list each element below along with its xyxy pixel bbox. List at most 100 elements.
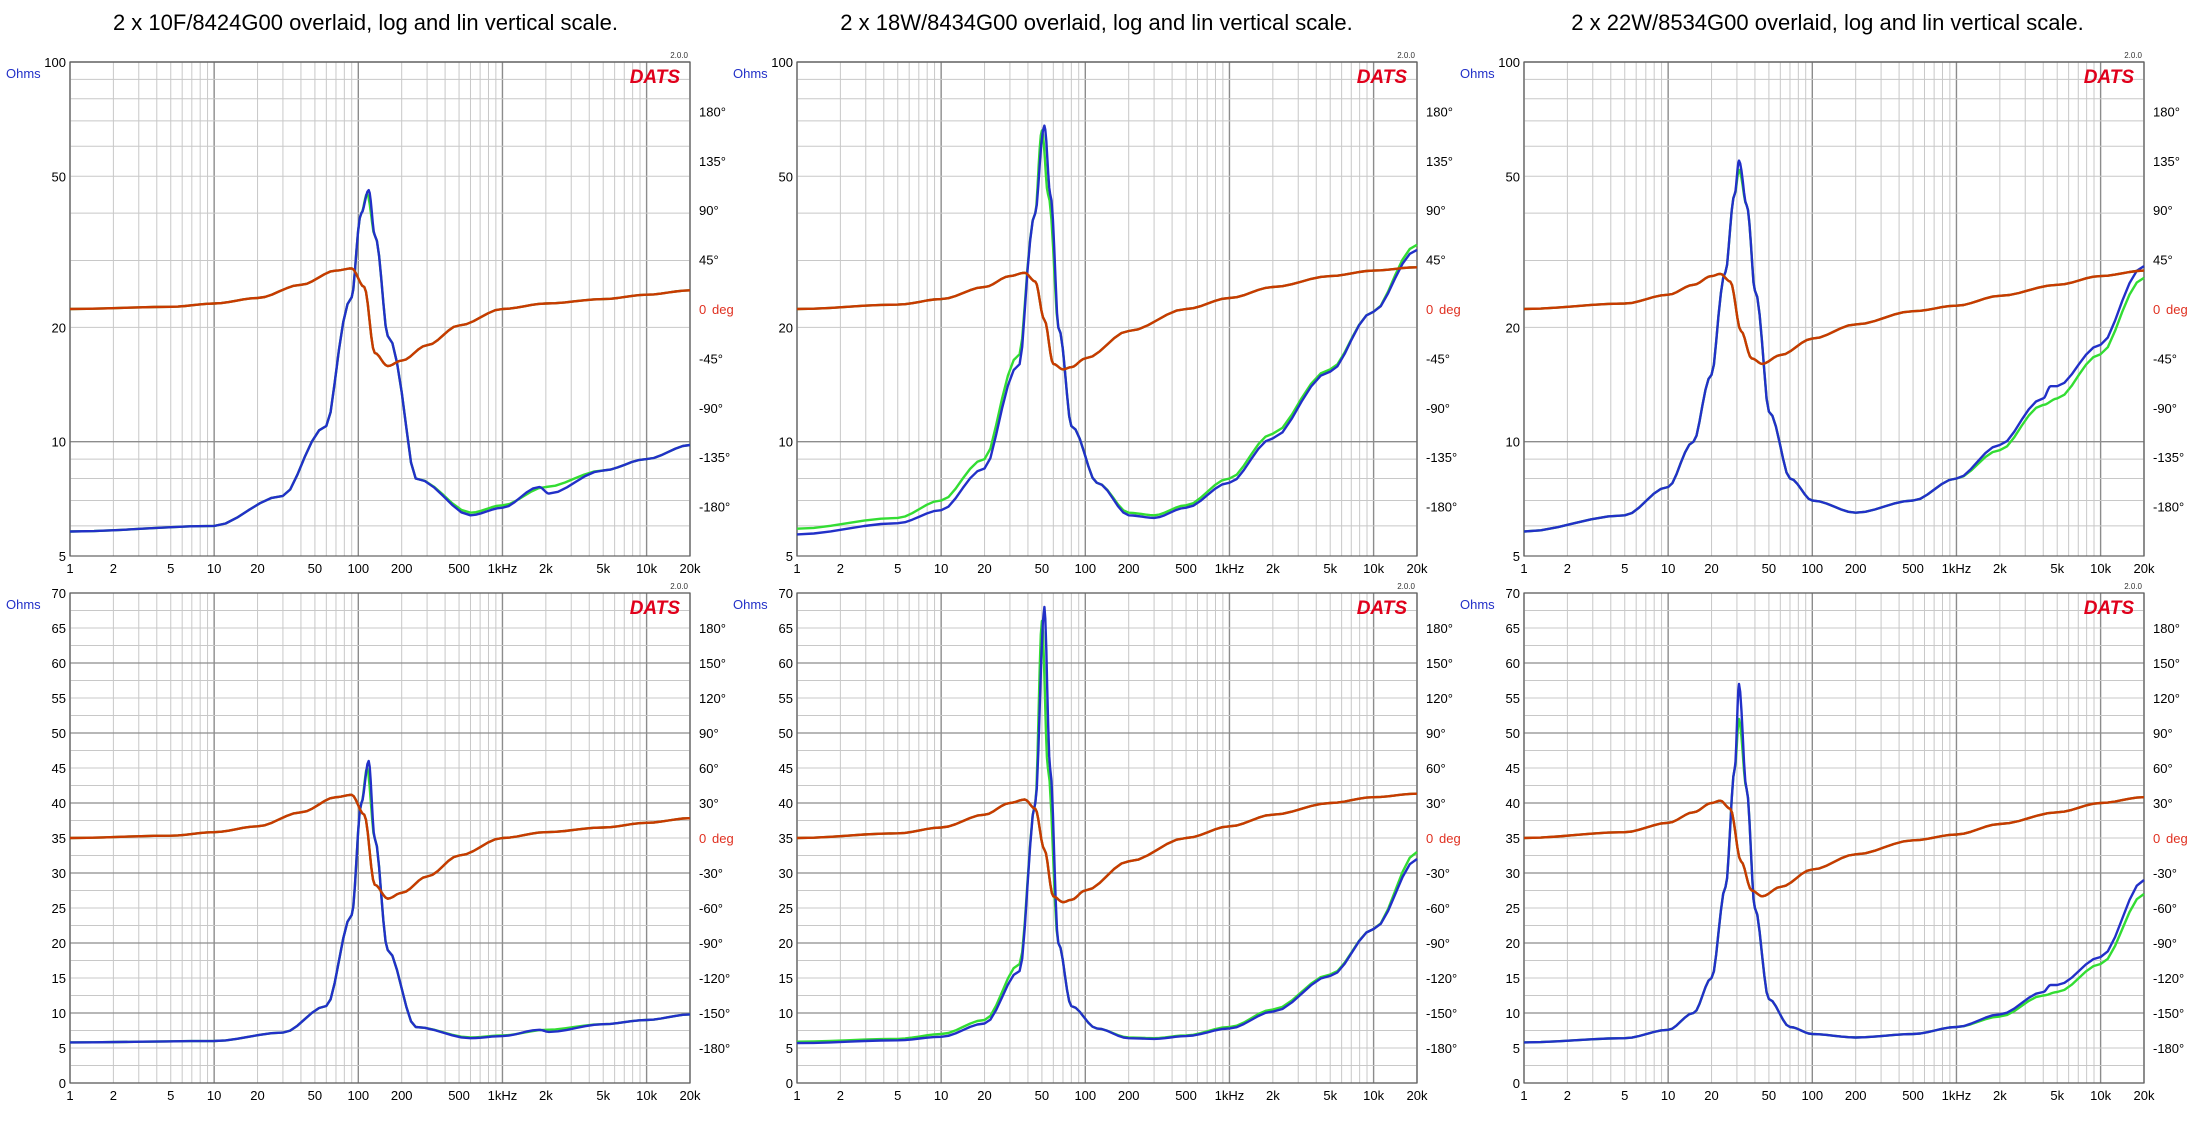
- y-tick-label: 0: [1513, 1076, 1520, 1091]
- y-tick-label: 15: [52, 971, 66, 986]
- dats-logo: DATS: [630, 598, 681, 619]
- impedance-curve: [69, 188, 691, 533]
- x-tick-label: 100: [347, 1088, 369, 1103]
- deg-unit-label: deg: [1439, 302, 1461, 317]
- chart-title-1: 2 x 10F/8424G00 overlaid, log and lin ve…: [112, 10, 619, 35]
- y-tick-label: 55: [52, 691, 66, 706]
- y-tick-label: 50: [779, 169, 793, 184]
- x-tick-label: 2k: [539, 1088, 553, 1103]
- x-tick-label: 200: [1118, 1088, 1140, 1103]
- y-tick-label: 70: [779, 586, 793, 601]
- y-tick-label: 50: [52, 726, 66, 741]
- y2-tick-label: 30°: [1426, 796, 1446, 811]
- version-label: 2.0.0: [2124, 51, 2142, 60]
- y-tick-label: 60: [1506, 656, 1520, 671]
- y-tick-label: 40: [779, 796, 793, 811]
- y-tick-label: 5: [1513, 1041, 1520, 1056]
- y2-tick-label: 0: [2153, 302, 2160, 317]
- x-tick-label: 20: [1704, 1088, 1718, 1103]
- y2-tick-label: -90°: [699, 401, 723, 416]
- y2-tick-label: 90°: [2153, 726, 2173, 741]
- y2-tick-label: 180°: [1426, 621, 1453, 636]
- deg-unit-label: deg: [712, 302, 734, 317]
- x-tick-label: 10k: [636, 1088, 657, 1103]
- y2-tick-label: -30°: [699, 866, 723, 881]
- x-tick-label: 20: [977, 561, 991, 576]
- chart-panel-1-lin: 1 2 5 10 20 50 100 200 500 1kHz 2k 5k 10k 20k70656055…: [6, 582, 734, 1103]
- x-tick-label: 5k: [1323, 1088, 1337, 1103]
- dats-logo: DATS: [2084, 598, 2135, 619]
- y-tick-label: 50: [1506, 169, 1520, 184]
- y-tick-label: 30: [1506, 866, 1520, 881]
- x-tick-label: 2: [1564, 1088, 1571, 1103]
- x-tick-label: 500: [448, 561, 470, 576]
- x-tick-label: 1kHz: [1215, 1088, 1245, 1103]
- x-tick-label: 20: [250, 561, 264, 576]
- x-tick-label: 5k: [2050, 561, 2064, 576]
- phase-curve: [796, 266, 1418, 371]
- y2-tick-label: -45°: [2153, 351, 2177, 366]
- phase-curve: [69, 793, 691, 900]
- ohms-unit-label: Ohms: [733, 597, 768, 612]
- y-tick-label: 10: [1506, 435, 1520, 450]
- x-tick-label: 50: [308, 1088, 322, 1103]
- phase-curve: [796, 266, 1418, 371]
- x-tick-label: 50: [1035, 561, 1049, 576]
- x-tick-label: 10: [1661, 1088, 1675, 1103]
- y-tick-label: 50: [52, 169, 66, 184]
- y2-tick-label: -90°: [1426, 401, 1450, 416]
- x-tick-label: 5k: [596, 561, 610, 576]
- x-tick-label: 5: [1621, 561, 1628, 576]
- y2-tick-label: 60°: [699, 761, 719, 776]
- x-tick-label: 5k: [1323, 561, 1337, 576]
- chart-panel-1-log: 1 2 5 10 20 50 100 200 500 1kHz 2k 5k 10k 20k10050201…: [6, 51, 734, 576]
- y2-tick-label: -120°: [699, 971, 730, 986]
- x-tick-label: 5: [894, 1088, 901, 1103]
- x-tick-label: 10: [207, 561, 221, 576]
- y2-tick-label: -180°: [699, 1041, 730, 1056]
- x-tick-label: 1kHz: [488, 1088, 518, 1103]
- x-tick-label: 5k: [2050, 1088, 2064, 1103]
- x-tick-label: 10: [1661, 561, 1675, 576]
- y2-tick-label: -150°: [1426, 1006, 1457, 1021]
- y2-tick-label: -180°: [699, 500, 730, 515]
- x-tick-label: 200: [391, 1088, 413, 1103]
- version-label: 2.0.0: [670, 51, 688, 60]
- x-tick-label: 5: [167, 561, 174, 576]
- x-tick-label: 2: [110, 561, 117, 576]
- deg-unit-label: deg: [2166, 302, 2188, 317]
- y2-tick-label: 90°: [2153, 203, 2173, 218]
- x-tick-label: 1: [66, 1088, 73, 1103]
- x-tick-label: 200: [1845, 1088, 1867, 1103]
- y2-tick-label: -180°: [2153, 500, 2184, 515]
- y2-tick-label: -30°: [2153, 866, 2177, 881]
- impedance-curve: [69, 759, 691, 1044]
- y-tick-label: 5: [786, 1041, 793, 1056]
- y-tick-label: 50: [779, 726, 793, 741]
- x-tick-label: 10k: [1363, 1088, 1384, 1103]
- y2-tick-label: 0: [699, 302, 706, 317]
- x-tick-label: 10k: [2090, 561, 2111, 576]
- y-tick-label: 45: [52, 761, 66, 776]
- x-tick-label: 100: [1074, 561, 1096, 576]
- deg-unit-label: deg: [2166, 831, 2188, 846]
- x-tick-label: 2: [1564, 561, 1571, 576]
- y-tick-label: 20: [52, 320, 66, 335]
- phase-curve: [69, 267, 691, 368]
- x-tick-label: 1kHz: [1942, 561, 1972, 576]
- x-tick-label: 20: [250, 1088, 264, 1103]
- y2-tick-label: 90°: [699, 203, 719, 218]
- y2-tick-label: -135°: [699, 450, 730, 465]
- impedance-curve: [1523, 682, 2145, 1044]
- y-tick-label: 40: [52, 796, 66, 811]
- y2-tick-label: 120°: [2153, 691, 2180, 706]
- x-tick-label: 5: [1621, 1088, 1628, 1103]
- y2-tick-label: 60°: [1426, 761, 1446, 776]
- x-tick-label: 5: [894, 561, 901, 576]
- x-tick-label: 10k: [636, 561, 657, 576]
- y-tick-label: 10: [779, 435, 793, 450]
- chart-panel-2-lin: 1 2 5 10 20 50 100 200 500 1kHz 2k 5k 10k 20k70656055…: [733, 582, 1461, 1103]
- dats-logo: DATS: [2084, 67, 2135, 88]
- y2-tick-label: 90°: [1426, 726, 1446, 741]
- y-tick-label: 45: [779, 761, 793, 776]
